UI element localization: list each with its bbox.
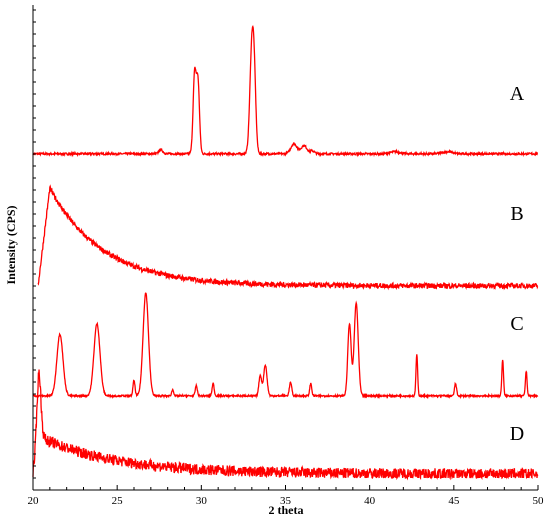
series-line-c xyxy=(32,292,539,400)
x-tick-label: 45 xyxy=(448,495,460,507)
series-line-a xyxy=(32,25,538,158)
series-label-d: D xyxy=(510,423,524,445)
series-label-b: B xyxy=(510,203,523,225)
x-axis-title: 2 theta xyxy=(269,503,304,517)
series-label-a: A xyxy=(510,83,525,105)
series-line-d xyxy=(32,369,539,481)
axes: 20 25 30 35 40 45 50 xyxy=(28,5,545,507)
x-tick-label: 40 xyxy=(364,495,376,507)
x-tick-label: 35 xyxy=(280,495,292,507)
x-tick-label: 20 xyxy=(28,495,40,507)
x-tick-label: 30 xyxy=(196,495,208,507)
series-line-b xyxy=(37,184,539,291)
plot-area xyxy=(32,25,539,481)
x-tick-label: 50 xyxy=(533,495,545,507)
x-tick-label: 25 xyxy=(112,495,124,507)
y-axis-title: Intensity (CPS) xyxy=(4,205,18,284)
trace-labels: A B C D xyxy=(510,83,525,445)
series-label-c: C xyxy=(510,313,523,335)
